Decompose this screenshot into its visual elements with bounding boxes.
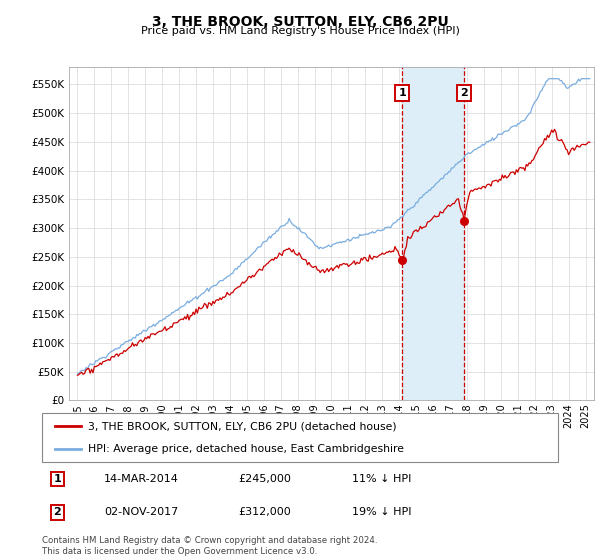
Text: 1: 1 [398,88,406,98]
Text: 3, THE BROOK, SUTTON, ELY, CB6 2PU: 3, THE BROOK, SUTTON, ELY, CB6 2PU [152,15,448,29]
Text: £312,000: £312,000 [238,507,291,517]
Bar [402,67,464,400]
Text: 02-NOV-2017: 02-NOV-2017 [104,507,178,517]
Text: Contains HM Land Registry data © Crown copyright and database right 2024.
This d: Contains HM Land Registry data © Crown c… [42,536,377,556]
Text: 2: 2 [460,88,468,98]
Text: HPI: Average price, detached house, East Cambridgeshire: HPI: Average price, detached house, East… [88,444,404,454]
Text: 14-MAR-2014: 14-MAR-2014 [104,474,179,484]
Text: 2: 2 [53,507,61,517]
Text: 1: 1 [53,474,61,484]
Text: £245,000: £245,000 [238,474,291,484]
Text: Price paid vs. HM Land Registry's House Price Index (HPI): Price paid vs. HM Land Registry's House … [140,26,460,36]
Text: 19% ↓ HPI: 19% ↓ HPI [352,507,411,517]
Text: 11% ↓ HPI: 11% ↓ HPI [352,474,411,484]
Text: 3, THE BROOK, SUTTON, ELY, CB6 2PU (detached house): 3, THE BROOK, SUTTON, ELY, CB6 2PU (deta… [88,421,397,431]
FancyBboxPatch shape [42,413,558,462]
